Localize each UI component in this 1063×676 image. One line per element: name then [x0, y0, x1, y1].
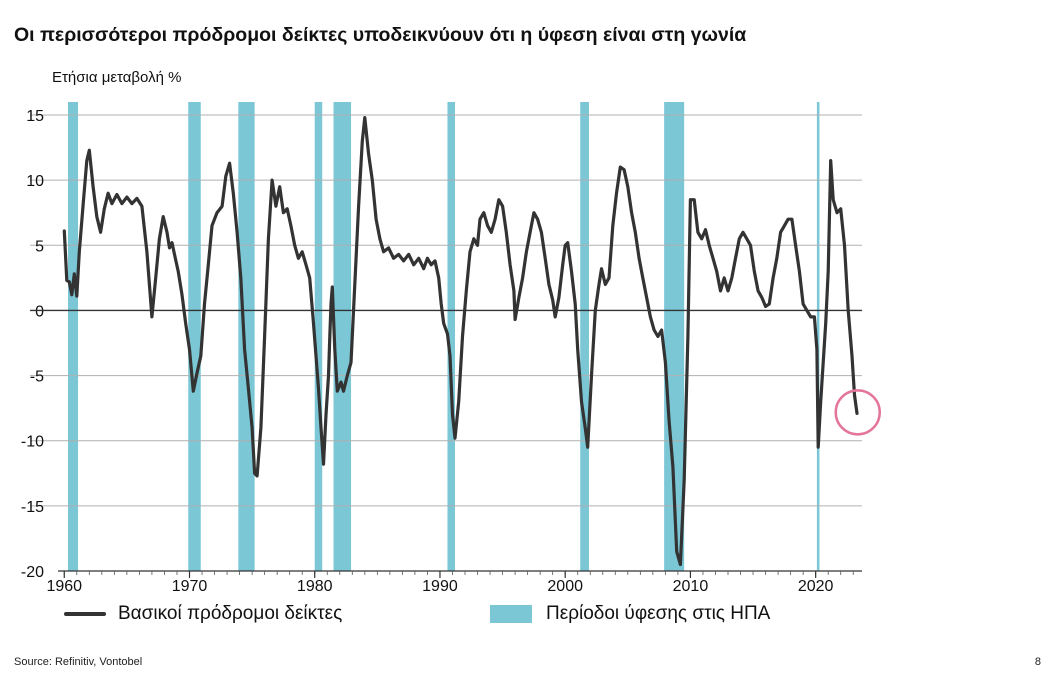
recession-bar — [447, 102, 455, 571]
x-tick-label: 1980 — [297, 578, 333, 595]
page-number: 8 — [1034, 656, 1041, 668]
legend-line-swatch — [64, 612, 106, 616]
y-axis-label: Ετήσια μεταβολή % — [52, 69, 181, 86]
recession-bar — [664, 102, 685, 571]
y-tick-label: -5 — [30, 369, 44, 386]
y-tick-label: -10 — [21, 434, 44, 451]
recession-bar — [314, 102, 323, 571]
x-tick-label: 2010 — [673, 578, 709, 595]
x-tick-label: 2000 — [547, 578, 583, 595]
chart-svg: 15 10 5 0 -5 -10 -15 -20 1960 1970 1980 1990 2000 20… — [21, 69, 881, 595]
recession-bar — [580, 102, 589, 571]
x-tick-label: 2020 — [798, 578, 834, 595]
y-tick-label: 15 — [26, 108, 44, 125]
x-tick-label: 1960 — [46, 578, 82, 595]
chart-title: Οι περισσότεροι πρόδρομοι δείκτες υποδει… — [14, 24, 747, 46]
y-tick-label: 10 — [26, 173, 44, 190]
legend-series: Βασικοί πρόδρομοι δείκτες — [64, 600, 342, 628]
highlight-circle — [834, 389, 881, 436]
x-tick-label: 1990 — [422, 578, 458, 595]
y-tick-label: -20 — [21, 564, 44, 581]
recession-bar — [68, 102, 79, 571]
y-tick-label: 5 — [35, 238, 44, 255]
x-tick-label: 1970 — [172, 578, 208, 595]
legend-recession-swatch — [490, 605, 532, 623]
legend-recession-label: Περίοδοι ύφεσης στις ΗΠΑ — [546, 603, 771, 624]
recession-bar — [816, 102, 820, 571]
series-line — [62, 116, 859, 567]
source-note: Source: Refinitiv, Vontobel — [14, 656, 143, 668]
y-tick-label: -15 — [21, 499, 44, 516]
recession-bar — [238, 102, 255, 571]
recession-bar — [333, 102, 352, 571]
legend-series-label: Βασικοί πρόδρομοι δείκτες — [118, 603, 343, 624]
legend-recession: Περίοδοι ύφεσης στις ΗΠΑ — [490, 600, 770, 628]
recession-bar — [188, 102, 201, 571]
y-tick-label: 0 — [35, 303, 44, 320]
